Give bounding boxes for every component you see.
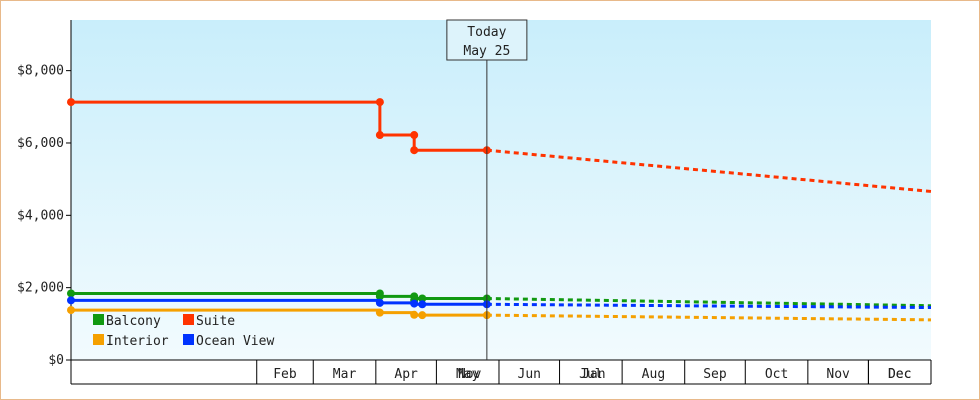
x-month-label: Feb — [273, 367, 297, 382]
series-suite — [67, 98, 932, 193]
x-month-label: Nov — [458, 367, 482, 382]
projection-line — [486, 302, 932, 310]
data-point — [375, 308, 384, 317]
y-axis: $0 $2,000 $4,000 $6,000 $8,000 — [17, 20, 72, 368]
x-month-label: Nov — [826, 367, 850, 382]
projection-line — [486, 313, 932, 322]
data-point — [375, 298, 384, 307]
x-month-label: Jan — [582, 367, 605, 382]
series-interior — [67, 306, 932, 322]
y-tick-label: $6,000 — [17, 136, 64, 151]
legend-label: Interior — [106, 334, 169, 349]
y-tick-label: $8,000 — [17, 64, 64, 79]
data-point — [418, 311, 427, 320]
series-balcony — [67, 289, 932, 308]
series-line — [71, 291, 487, 301]
x-month-label: Jun — [518, 367, 541, 382]
data-point — [375, 292, 384, 301]
today-box — [446, 19, 528, 61]
data-point — [410, 131, 419, 140]
legend-swatch — [183, 314, 194, 325]
x-month-label: Jul — [579, 367, 602, 382]
legend-item: Balcony — [93, 314, 161, 329]
data-point — [418, 294, 427, 303]
series-line — [71, 100, 487, 152]
today-date: May 25 — [463, 44, 510, 59]
today-label: Today — [467, 25, 506, 40]
x-month-label: Sep — [703, 367, 727, 382]
legend-label: Suite — [196, 314, 235, 329]
data-point — [67, 306, 75, 315]
x-month-label: Aug — [642, 367, 665, 382]
y-tick-label: $4,000 — [17, 208, 64, 223]
legend-label: Balcony — [106, 314, 161, 329]
y-tick-label: $0 — [48, 353, 64, 368]
data-point — [67, 296, 75, 305]
projection-line — [486, 297, 932, 308]
data-point — [375, 131, 384, 140]
data-point — [375, 98, 384, 107]
x-month-label: Apr — [394, 367, 418, 382]
legend: Balcony Suite Interior Ocean View — [93, 314, 274, 349]
series-ocean-view — [67, 296, 932, 310]
legend-swatch — [183, 334, 194, 345]
x-month-label: May — [456, 367, 480, 382]
x-month-label: Oct — [765, 367, 788, 382]
x-month-label: Dec — [888, 367, 911, 382]
data-point — [418, 300, 427, 309]
series-layer — [67, 98, 932, 322]
series-line — [71, 308, 487, 317]
x-month-label: Dec — [888, 367, 911, 382]
data-point — [410, 310, 419, 319]
series-line — [71, 298, 487, 306]
legend-swatch — [93, 334, 104, 345]
legend-swatch — [93, 314, 104, 325]
y-tick-label: $2,000 — [17, 281, 64, 296]
legend-label: Ocean View — [196, 334, 274, 349]
data-point — [67, 98, 75, 107]
data-point — [410, 299, 419, 308]
today-marker: Today May 25 — [446, 19, 528, 360]
legend-item: Suite — [183, 314, 235, 329]
data-point — [67, 289, 75, 298]
x-month-label: Mar — [333, 367, 357, 382]
legend-item: Ocean View — [183, 334, 274, 349]
projection-line — [486, 148, 932, 193]
legend-item: Interior — [93, 334, 169, 349]
data-point — [410, 146, 419, 155]
